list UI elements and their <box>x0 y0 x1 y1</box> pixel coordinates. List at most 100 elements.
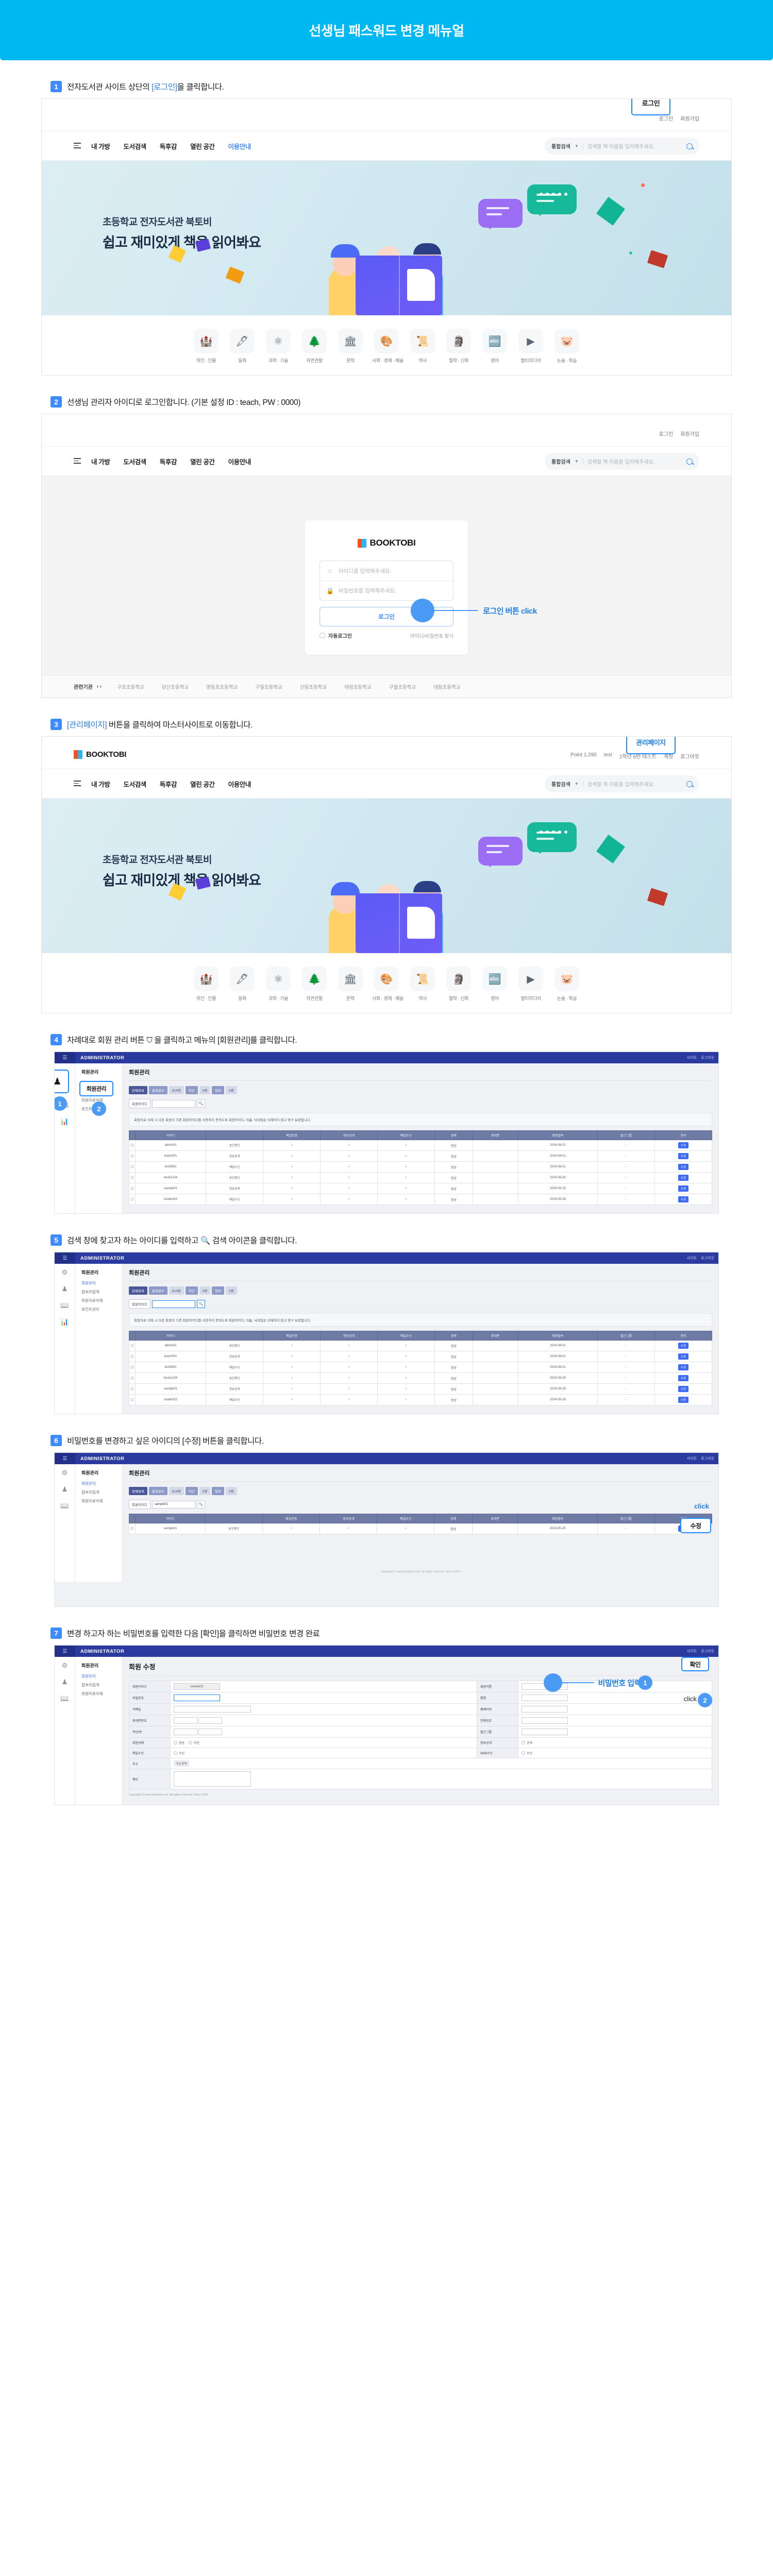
footer-link[interactable]: 구로초등학교 <box>117 684 144 690</box>
submenu-item-point[interactable]: 포인트관리 <box>81 1307 99 1312</box>
category-item[interactable]: 🐷 논술 · 학습 <box>552 967 581 1002</box>
category-item[interactable]: 🗿 철학 · 신화 <box>444 329 473 364</box>
memo-textarea[interactable] <box>174 1771 251 1787</box>
login-submit-button[interactable]: 로그인 <box>320 607 453 626</box>
edit-button[interactable]: 수정 <box>678 1364 689 1370</box>
table-row[interactable]: ☐ admin01 본인확인 ○ ○ ○ 정상 2024-06-01- 수정 <box>128 1340 713 1351</box>
cell-action[interactable]: 수정 <box>654 1351 713 1362</box>
col-info-open[interactable]: 정보공개 <box>320 1130 378 1140</box>
cell-action[interactable]: 수정 <box>654 1161 713 1173</box>
user-icon[interactable]: ♟ <box>61 1485 68 1493</box>
user-icon[interactable]: ♟ <box>61 1285 68 1293</box>
search-icon[interactable]: 🔍 <box>196 1300 205 1308</box>
hamburger-icon[interactable] <box>74 781 81 788</box>
logout-link[interactable]: 로그아웃 <box>701 1257 714 1260</box>
edit-button[interactable]: 수정 <box>678 1164 689 1170</box>
category-item[interactable]: 🌲 자연관찰 <box>300 967 329 1002</box>
search-scope-select[interactable]: 통합검색 <box>551 782 570 788</box>
hamburger-icon[interactable] <box>74 143 81 150</box>
edit-button[interactable]: 수정 <box>678 1397 689 1403</box>
category-item[interactable]: 🎨 사회 · 경제 · 예술 <box>372 967 404 1002</box>
nav-item-bag[interactable]: 내 가방 <box>91 143 110 150</box>
search-box[interactable]: 통합검색 ▼ 검색할 책 이름을 입력해주세요. <box>545 453 699 470</box>
table-row[interactable]: ☐ sample01 정보공개 ○ ○ ○ 정상 2024-05-29- 수정 <box>128 1383 713 1395</box>
table-row[interactable]: ☐ teach001 정보공개 ○ ○ ○ 정상 2024-06-01- 수정 <box>128 1351 713 1362</box>
cell-action[interactable]: 수정 <box>654 1172 713 1183</box>
row-checkbox[interactable]: ☐ <box>128 1362 136 1373</box>
mobile-input-2[interactable] <box>198 1717 222 1724</box>
search-input[interactable]: 검색할 책 이름을 입력해주세요. <box>587 460 655 465</box>
nav-item-search[interactable]: 도서검색 <box>123 781 146 788</box>
search-icon[interactable] <box>686 143 693 149</box>
user-icon[interactable]: ♟ <box>61 1678 68 1686</box>
nav-item-search[interactable]: 도서검색 <box>123 458 146 466</box>
password-field[interactable]: 🔒 비밀번호를 입력해주세요. <box>320 581 453 600</box>
logout-link[interactable]: 로그아웃 <box>701 1650 714 1653</box>
book-icon[interactable]: 📖 <box>60 1301 69 1309</box>
submenu-item-delete[interactable]: 회원자료삭제 <box>81 1499 103 1503</box>
footer-link[interactable]: 구월초등학교 <box>389 684 416 690</box>
book-icon[interactable]: 📖 <box>60 1694 69 1702</box>
search-box[interactable]: 통합검색 ▼ 검색할 책 이름을 입력해주세요. <box>545 138 699 155</box>
edit-button[interactable]: 수정 <box>678 1375 689 1381</box>
nav-item-open[interactable]: 열린 공간 <box>190 458 215 466</box>
row-checkbox[interactable]: ☐ <box>128 1161 136 1173</box>
search-input[interactable]: 검색할 책 이름을 입력해주세요. <box>587 144 655 150</box>
category-item[interactable]: 🏛 문학 <box>336 967 365 1002</box>
category-item[interactable]: 🏰 위인 · 인물 <box>192 329 221 364</box>
join-link[interactable]: 회원가입 <box>680 432 699 437</box>
submenu-item-delete[interactable]: 회원자료삭제 <box>81 1098 103 1103</box>
category-item[interactable]: 📜 역사 <box>408 329 437 364</box>
col-info-open[interactable]: 정보공개 <box>320 1514 378 1523</box>
row-checkbox[interactable]: ☐ <box>128 1351 136 1362</box>
row-checkbox[interactable]: ☐ <box>128 1194 136 1205</box>
book-icon[interactable]: 📖 <box>60 1502 69 1510</box>
footer-link[interactable]: 대림초등학교 <box>344 684 372 690</box>
category-item[interactable]: 🏰 위인 · 인물 <box>192 967 221 1002</box>
cell-action[interactable]: 수정 <box>654 1183 713 1194</box>
site-link[interactable]: 사이트 <box>686 1257 697 1260</box>
cell-action[interactable]: 수정 <box>654 1362 713 1373</box>
table-row[interactable]: ☐ admin01 본인확인 ○ ○ ○ 정상 2024-06-01- 수정 <box>128 1140 713 1151</box>
class-select[interactable] <box>198 1728 222 1735</box>
gear-icon[interactable]: ⚙ <box>61 1662 68 1669</box>
radio-sms-yes[interactable]: 수신 <box>522 1751 532 1755</box>
login-link[interactable]: 로그인 <box>659 116 674 122</box>
edit-button[interactable]: 수정 <box>678 1153 689 1159</box>
edit-button[interactable]: 수정 <box>678 1185 689 1192</box>
menu-toggle-icon[interactable]: ☰ <box>55 1453 75 1464</box>
select-all-checkbox[interactable] <box>128 1331 136 1341</box>
submenu-item-delete[interactable]: 회원자료삭제 <box>81 1691 103 1696</box>
table-row[interactable]: ☐ teach001 정보공개 ○ ○ ○ 정상 2024-06-01- 수정 <box>128 1150 713 1162</box>
category-item[interactable]: 🔤 영어 <box>480 329 509 364</box>
id-input[interactable]: 아이디를 입력해주세요. <box>339 568 392 574</box>
radio-normal[interactable]: 정상 <box>174 1740 184 1745</box>
gear-icon[interactable]: ⚙ <box>61 1268 68 1276</box>
row-checkbox[interactable]: ☐ <box>128 1150 136 1162</box>
site-link[interactable]: 사이트 <box>686 1056 697 1060</box>
search-icon[interactable]: 🔍 <box>196 1099 205 1108</box>
phone-input[interactable] <box>522 1717 568 1724</box>
auto-login-checkbox[interactable]: 자동로그인 <box>320 632 352 639</box>
cell-action[interactable]: 수정 <box>654 1340 713 1351</box>
login-link[interactable]: 로그인 <box>659 432 674 437</box>
col-info-open[interactable]: 정보공개 <box>320 1331 378 1341</box>
chart-icon[interactable]: 📊 <box>60 1318 69 1326</box>
radio-open[interactable]: 공개 <box>522 1740 532 1745</box>
nav-item-review[interactable]: 독후감 <box>159 143 177 150</box>
stat-all[interactable]: 전체목록 <box>129 1286 147 1295</box>
select-all-checkbox[interactable] <box>128 1514 136 1523</box>
callout-confirm[interactable]: 확인 <box>681 1657 709 1671</box>
submenu-item-delete[interactable]: 회원자료삭제 <box>81 1298 103 1303</box>
table-row[interactable]: ☐ book1234 본인확인 ○ ○ ○ 정상 2024-05-30- 수정 <box>128 1372 713 1384</box>
gear-icon[interactable]: ⚙ <box>61 1469 68 1477</box>
row-checkbox[interactable]: ☐ <box>128 1394 136 1405</box>
callout-edit[interactable]: 수정 <box>680 1518 711 1533</box>
row-checkbox[interactable]: ☐ <box>128 1140 136 1151</box>
category-item[interactable]: 📜 역사 <box>408 967 437 1002</box>
submenu-item-member[interactable]: 회원관리 <box>81 1281 96 1285</box>
hamburger-icon[interactable] <box>74 458 81 465</box>
join-link[interactable]: 회원가입 <box>680 116 699 122</box>
password-input[interactable] <box>174 1694 220 1701</box>
logout-link[interactable]: 로그아웃 <box>680 754 699 760</box>
